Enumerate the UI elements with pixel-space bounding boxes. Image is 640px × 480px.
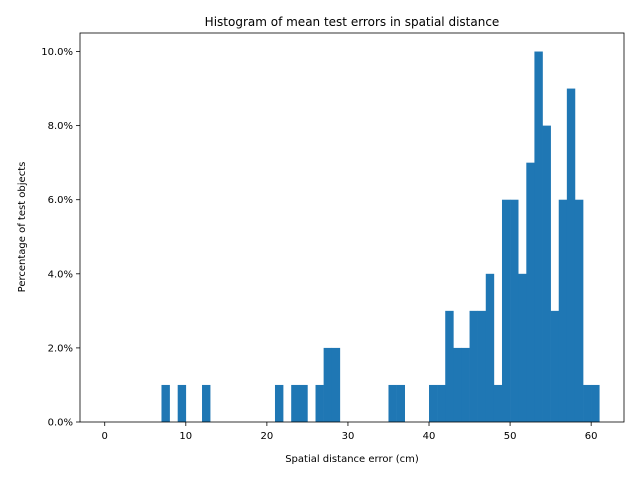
histogram-bar <box>453 347 462 422</box>
x-axis-ticks: 0 10 20 30 40 50 60 <box>102 422 598 442</box>
histogram-bar <box>558 199 568 422</box>
x-axis-label: Spatial distance error (cm) <box>285 454 419 465</box>
histogram-bar <box>469 310 478 422</box>
histogram-bar <box>550 310 560 422</box>
y-axis-label: Percentage of test objects <box>17 162 28 293</box>
histogram-bar <box>493 384 503 422</box>
histogram-bar <box>477 310 487 422</box>
histogram-bar <box>291 384 300 422</box>
x-tick-label: 10 <box>179 431 192 442</box>
x-tick-label: 50 <box>504 431 517 442</box>
x-tick-label: 30 <box>342 431 355 442</box>
histogram-bar <box>566 88 576 423</box>
histogram-bar <box>331 347 341 422</box>
y-tick-label: 8.0% <box>48 121 73 132</box>
histogram-bar <box>396 384 405 422</box>
y-tick-label: 0.0% <box>48 418 73 429</box>
histogram-bar <box>534 51 543 423</box>
y-tick-label: 4.0% <box>48 269 73 280</box>
histogram-bar <box>202 384 211 422</box>
histogram-bar <box>429 384 438 422</box>
histogram-bar <box>299 384 308 422</box>
histogram-bar <box>583 384 592 422</box>
histogram-bar <box>388 384 397 422</box>
x-tick-label: 0 <box>102 431 108 442</box>
histogram-bar <box>161 384 170 422</box>
y-tick-label: 10.0% <box>41 47 73 58</box>
x-tick-label: 20 <box>261 431 274 442</box>
histogram-bar <box>177 384 187 422</box>
x-tick-label: 40 <box>423 431 436 442</box>
histogram-bar <box>274 384 284 422</box>
histogram-bar <box>518 273 527 422</box>
bars-group <box>161 51 600 423</box>
histogram-bar <box>510 199 519 422</box>
plot-frame <box>79 32 625 423</box>
x-tick-label: 60 <box>585 431 598 442</box>
histogram-bar <box>485 273 495 422</box>
histogram-bar <box>526 162 535 422</box>
histogram-bar <box>323 347 333 422</box>
y-tick-label: 2.0% <box>48 343 73 354</box>
histogram-bar <box>501 199 511 422</box>
histogram-bar <box>542 125 551 422</box>
y-tick-label: 6.0% <box>48 195 73 206</box>
y-axis-ticks: 0.0% 2.0% 4.0% 6.0% 8.0% 10.0% <box>41 47 80 429</box>
chart-title: Histogram of mean test errors in spatial… <box>205 15 500 29</box>
histogram-bar <box>574 199 584 422</box>
histogram-bar <box>461 347 470 422</box>
histogram-bar <box>315 384 324 422</box>
histogram-bar <box>591 384 600 422</box>
histogram-bar <box>437 384 446 422</box>
histogram-bar <box>445 310 454 422</box>
